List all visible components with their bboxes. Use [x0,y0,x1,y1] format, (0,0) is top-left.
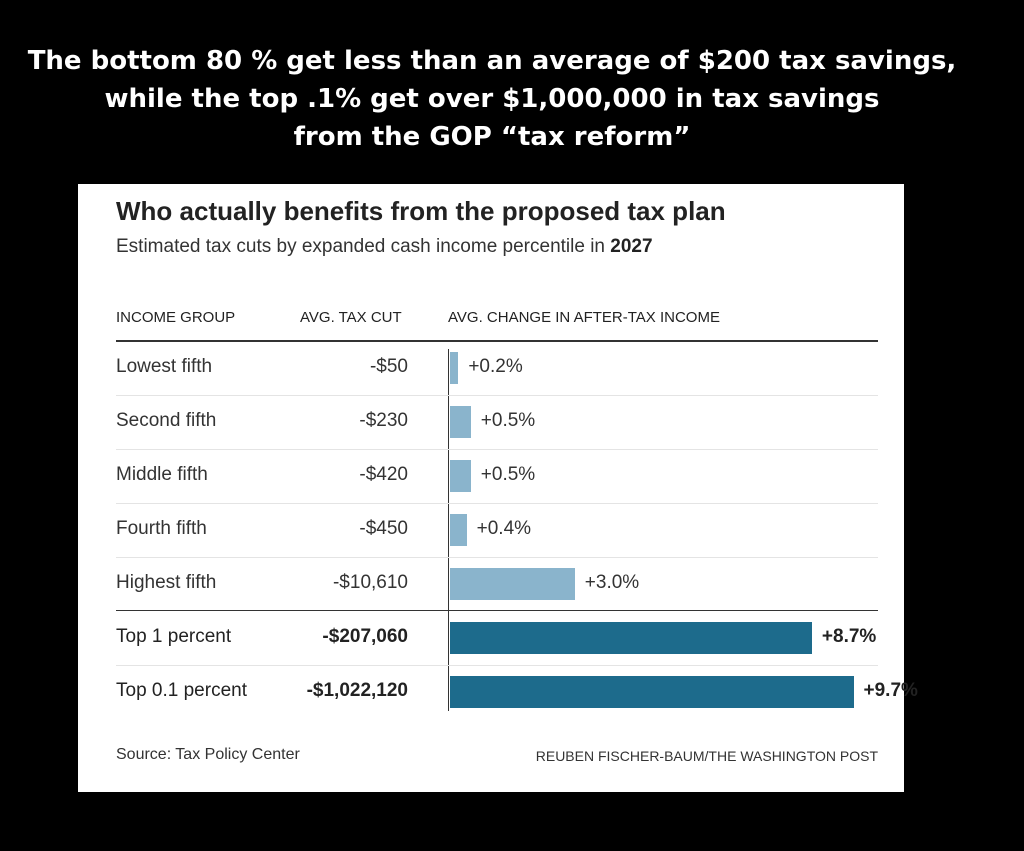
avg-tax-cut-value: -$10,610 [332,572,408,593]
income-group-label: Top 0.1 percent [116,680,247,701]
bar-baseline-axis [448,349,449,711]
chart-card: Who actually benefits from the proposed … [78,184,918,792]
change-value-label: +0.5% [480,464,536,485]
headline: The bottom 80 % get less than an average… [0,42,984,156]
income-group-label: Middle fifth [116,464,208,485]
avg-tax-cut-value: -$420 [359,464,408,485]
income-group-label: Highest fifth [116,572,217,593]
change-bar [450,406,471,438]
income-group-label: Lowest fifth [116,356,213,377]
avg-tax-cut-value: -$450 [359,518,408,539]
headline-line-1: The bottom 80 % get less than an average… [27,46,957,76]
column-header-avg-change: AVG. CHANGE IN AFTER-TAX INCOME [448,309,720,326]
income-group-label: Second fifth [116,410,217,431]
headline-line-3: from the GOP “tax reform” [293,122,691,152]
change-value-label: +8.7% [821,626,877,647]
change-bar [450,676,854,708]
column-header-avg-tax-cut: AVG. TAX CUT [300,309,402,326]
avg-tax-cut-value: -$207,060 [322,626,408,647]
subtitle-text: Estimated tax cuts by expanded cash inco… [116,236,611,257]
subtitle-year: 2027 [610,236,653,257]
avg-tax-cut-value: -$50 [369,356,408,377]
chart-subtitle: Estimated tax cuts by expanded cash inco… [116,236,653,258]
chart-title: Who actually benefits from the proposed … [116,196,726,226]
avg-tax-cut-value: -$230 [359,410,408,431]
change-value-label: +0.2% [468,356,523,377]
change-value-label: +3.0% [584,572,640,593]
row-separator [116,557,878,558]
column-header-income-group: INCOME GROUP [116,309,236,326]
change-bar [450,514,467,546]
headline-line-2: while the top .1% get over $1,000,000 in… [104,84,880,114]
change-value-label: +0.5% [480,410,536,431]
income-group-label: Fourth fifth [116,518,207,539]
change-bar [450,352,459,384]
change-bar [450,622,812,654]
avg-tax-cut-value: -$1,022,120 [306,680,408,701]
change-bar [450,568,575,600]
credit-line: REUBEN FISCHER-BAUM/THE WASHINGTON POST [535,748,878,764]
change-value-label: +0.4% [476,518,532,539]
row-separator [116,665,878,666]
row-separator [116,395,878,396]
source-note: Source: Tax Policy Center [116,746,300,763]
row-separator [116,503,878,504]
change-value-label: +9.7% [863,680,918,701]
change-bar [450,460,471,492]
header-rule [116,340,878,342]
income-group-label: Top 1 percent [116,626,232,647]
group-divider-rule [116,610,878,611]
row-separator [116,449,878,450]
